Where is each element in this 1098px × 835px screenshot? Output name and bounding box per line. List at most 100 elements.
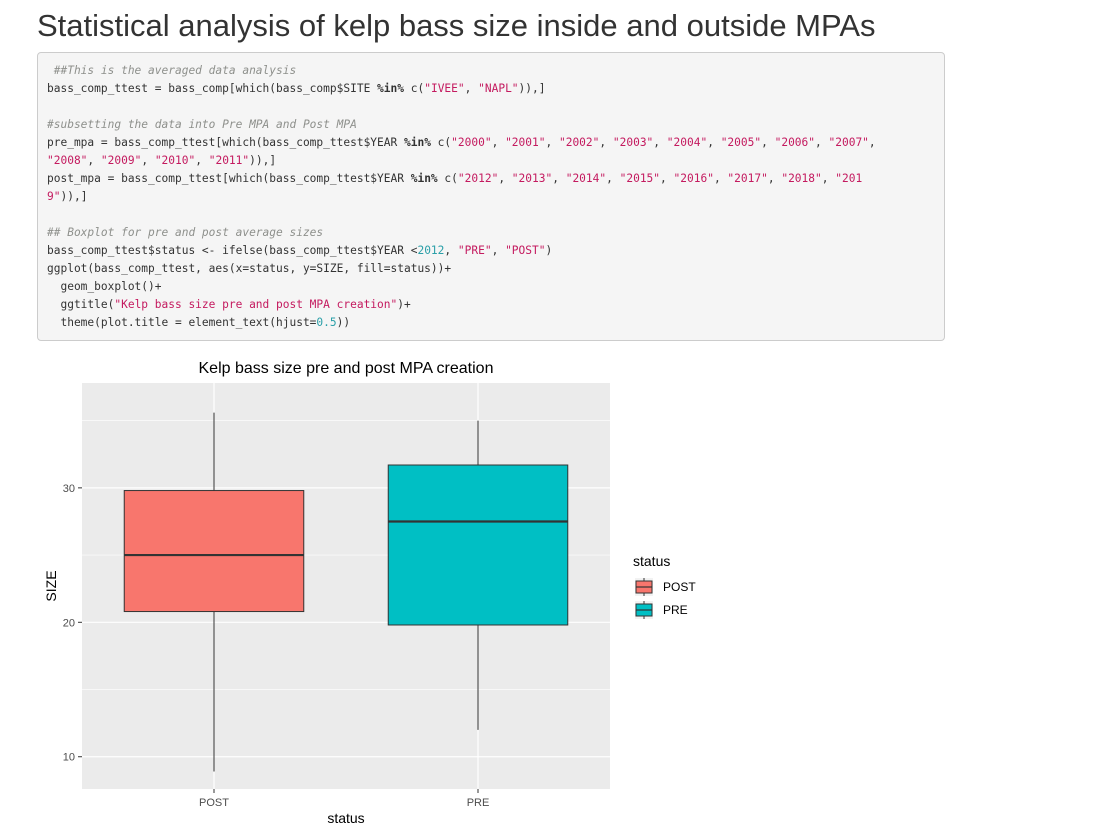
y-axis-label: SIZE [43, 570, 59, 601]
code-token: bass_comp_ttest$status <- ifelse(bass_co… [47, 244, 418, 257]
code-line: bass_comp_ttest = bass_comp[which(bass_c… [47, 80, 944, 98]
code-token: , [545, 136, 559, 149]
code-token: 0.5 [316, 316, 337, 329]
code-token: 2012 [417, 244, 445, 257]
code-token: "2001" [505, 136, 546, 149]
y-tick-label: 10 [63, 752, 75, 764]
code-token: )),] [249, 154, 277, 167]
code-line: ## Boxplot for pre and post average size… [47, 224, 944, 242]
code-token: "2000" [451, 136, 492, 149]
legend-label: POST [663, 580, 696, 594]
code-token: "2007" [828, 136, 869, 149]
x-tick-label: POST [199, 797, 229, 809]
code-token: %in% [403, 136, 431, 149]
code-token: #subsetting the data into Pre MPA and Po… [47, 118, 357, 131]
code-token: "2012" [457, 172, 499, 185]
code-token: , [707, 136, 721, 149]
code-token: "2002" [558, 136, 600, 149]
code-token: , [660, 172, 674, 185]
code-line: bass_comp_ttest$status <- ifelse(bass_co… [47, 242, 944, 260]
code-line: pre_mpa = bass_comp_ttest[which(bass_com… [47, 134, 944, 152]
code-token: theme(plot.title = element_text(hjust= [47, 316, 317, 329]
code-token: "2005" [720, 136, 762, 149]
code-token: "2014" [565, 172, 607, 185]
box-pre [387, 464, 569, 626]
x-tick-label: PRE [467, 797, 490, 809]
code-token: "2016" [673, 172, 714, 185]
code-line: ggtitle("Kelp bass size pre and post MPA… [47, 296, 944, 314]
code-token: post_mpa = bass_comp_ttest[which(bass_co… [47, 172, 411, 185]
code-token: "2004" [666, 136, 708, 149]
code-token: , [552, 172, 566, 185]
code-token: "2003" [612, 136, 654, 149]
code-line: #subsetting the data into Pre MPA and Po… [47, 116, 944, 134]
page-title: Statistical analysis of kelp bass size i… [37, 8, 876, 43]
code-token: "PRE" [457, 244, 492, 257]
y-tick-label: 20 [63, 617, 75, 629]
code-token: , [599, 136, 613, 149]
code-token: "IVEE" [424, 82, 465, 95]
code-token: "NAPL" [478, 82, 519, 95]
code-token: ggplot(bass_comp_ttest, aes(x=status, y=… [47, 262, 452, 275]
code-token: c( [437, 172, 458, 185]
code-token: )+ [397, 298, 411, 311]
x-axis-label: status [327, 810, 364, 826]
code-token: , [868, 136, 876, 149]
code-token: %in% [410, 172, 438, 185]
code-token: c( [430, 136, 452, 149]
code-token: "2006" [774, 136, 816, 149]
boxplot-chart: Kelp bass size pre and post MPA creation… [43, 360, 696, 826]
code-token: ) [545, 244, 553, 257]
code-token: )),] [60, 190, 88, 203]
code-token: "2017" [727, 172, 768, 185]
code-line: geom_boxplot()+ [47, 278, 944, 296]
code-token: , [491, 244, 506, 257]
code-token: pre_mpa = bass_comp_ttest[which(bass_com… [47, 136, 404, 149]
code-token: , [464, 82, 479, 95]
code-token: "2009" [100, 154, 142, 167]
code-token: , [195, 154, 209, 167]
code-token: ##This is the averaged data analysis [47, 64, 297, 77]
code-token: , [606, 172, 620, 185]
code-token: ## Boxplot for pre and post average size… [47, 226, 324, 239]
code-token: , [498, 172, 512, 185]
code-line: ggplot(bass_comp_ttest, aes(x=status, y=… [47, 260, 944, 278]
code-token: geom_boxplot()+ [47, 280, 162, 293]
code-token: , [761, 136, 775, 149]
code-token: 9" [47, 190, 61, 203]
code-token: , [713, 172, 728, 185]
y-tick-label: 30 [63, 483, 75, 495]
code-token: "Kelp bass size pre and post MPA creatio… [114, 298, 398, 311]
legend: status POST PRE [633, 553, 696, 619]
code-token: "2015" [619, 172, 661, 185]
code-token: ggtitle( [47, 298, 115, 311]
code-token: "POST" [505, 244, 546, 257]
boxes [123, 412, 569, 772]
code-line: theme(plot.title = element_text(hjust=0.… [47, 314, 944, 332]
code-token: , [87, 154, 101, 167]
code-token: "2010" [154, 154, 196, 167]
code-line: ##This is the averaged data analysis [47, 62, 944, 80]
legend-title: status [633, 553, 670, 569]
code-token: bass_comp_ttest = bass_comp[which(bass_c… [47, 82, 378, 95]
code-token: , [491, 136, 506, 149]
legend-label: PRE [663, 603, 688, 617]
code-token: "2008" [47, 154, 88, 167]
code-line: post_mpa = bass_comp_ttest[which(bass_co… [47, 170, 944, 188]
code-line [47, 206, 944, 224]
y-axis: 10 20 30 [63, 483, 82, 764]
code-token: , [821, 172, 836, 185]
code-block: ##This is the averaged data analysis bass… [37, 52, 945, 341]
code-token: , [141, 154, 155, 167]
chart-title: Kelp bass size pre and post MPA creation [199, 360, 494, 377]
code-token: %in% [377, 82, 404, 95]
code-token: , [444, 244, 458, 257]
code-line [47, 98, 944, 116]
code-token: c( [404, 82, 425, 95]
code-token: "2013" [511, 172, 553, 185]
code-token: , [653, 136, 667, 149]
code-token: )),] [518, 82, 546, 95]
code-token: , [815, 136, 829, 149]
code-token: "201 [835, 172, 863, 185]
